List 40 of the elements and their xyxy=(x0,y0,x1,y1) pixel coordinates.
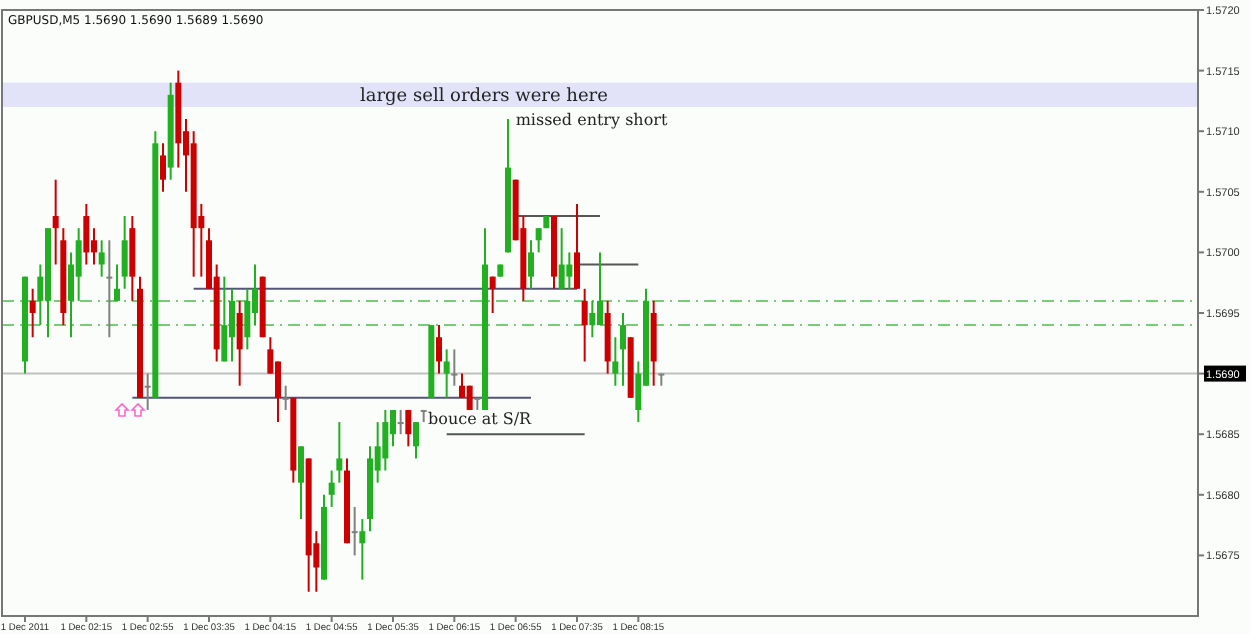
candlestick xyxy=(443,348,450,399)
candlestick xyxy=(451,348,458,387)
candlestick xyxy=(466,384,473,411)
candlestick xyxy=(535,227,542,254)
candlestick xyxy=(351,505,358,557)
candlestick xyxy=(144,372,151,411)
candlestick xyxy=(359,518,366,581)
candlestick xyxy=(574,202,580,290)
candlestick xyxy=(397,408,404,436)
candlestick xyxy=(589,299,596,339)
candlestick xyxy=(597,251,603,327)
candlestick xyxy=(612,336,619,387)
candlestick xyxy=(236,299,243,387)
candlestick xyxy=(558,227,565,290)
candlestick xyxy=(413,421,419,460)
candlestick xyxy=(221,275,228,363)
candlestick xyxy=(29,287,36,339)
candlestick xyxy=(436,324,442,375)
candlestick xyxy=(160,142,166,193)
candlestick xyxy=(106,239,113,339)
candlestick xyxy=(298,445,304,521)
candlestick xyxy=(566,251,573,290)
candlestick xyxy=(405,408,412,448)
candlestick xyxy=(489,275,496,314)
candlestick xyxy=(75,227,82,302)
annotation: missed entry short xyxy=(515,111,669,130)
candlestick xyxy=(121,215,128,290)
candlestick xyxy=(620,312,626,387)
candlestick xyxy=(581,287,588,363)
candlestick xyxy=(282,384,289,411)
annotation: bouce at S/R xyxy=(428,410,534,428)
candlestick xyxy=(229,287,235,363)
band-label: large sell orders were here xyxy=(360,86,608,107)
candlestick xyxy=(98,239,105,278)
candlestick xyxy=(244,287,251,351)
candlestick xyxy=(114,263,120,302)
candlestick xyxy=(528,239,534,290)
candlestick xyxy=(83,202,90,266)
candlestick xyxy=(328,469,335,508)
candlestick xyxy=(336,421,343,484)
